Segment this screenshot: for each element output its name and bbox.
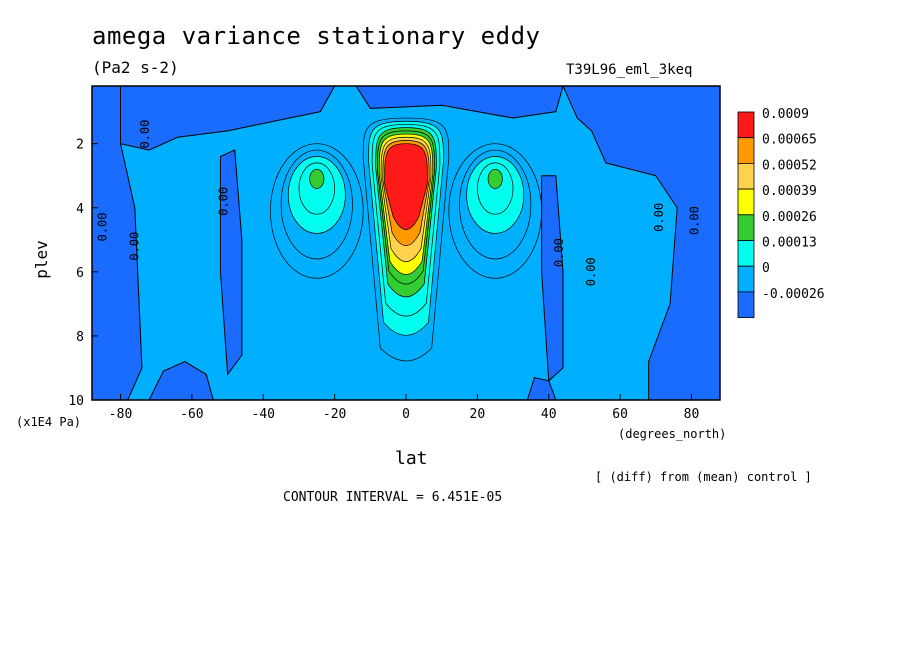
plume-contour bbox=[384, 143, 428, 230]
negative-region bbox=[541, 175, 564, 382]
chart-units: (Pa2 s-2) bbox=[92, 58, 179, 77]
legend-swatch bbox=[737, 111, 755, 139]
x-tick-label: 20 bbox=[470, 407, 486, 422]
negative-region bbox=[120, 86, 336, 151]
x-axis-label: lat bbox=[395, 448, 428, 469]
x-axis-units: (degrees_north) bbox=[618, 427, 727, 441]
legend-swatch bbox=[737, 291, 755, 318]
legend-level-label: 0.00013 bbox=[762, 236, 817, 251]
x-tick-label: 40 bbox=[541, 407, 557, 422]
x-tick-label: -60 bbox=[180, 407, 203, 422]
x-tick-label: 60 bbox=[612, 407, 628, 422]
negative-region bbox=[562, 86, 720, 400]
legend-swatch bbox=[737, 137, 755, 164]
contour-label: 0.00 bbox=[95, 213, 109, 242]
legend-level-label: 0.00039 bbox=[762, 184, 817, 199]
negative-region bbox=[355, 86, 564, 119]
x-tick-label: 80 bbox=[684, 407, 700, 422]
x-tick-label: -20 bbox=[323, 407, 346, 422]
y-tick-label: 10 bbox=[68, 394, 84, 409]
legend-swatch bbox=[737, 240, 755, 267]
negative-region bbox=[219, 149, 243, 376]
negative-region bbox=[148, 360, 214, 400]
y-axis-units: (x1E4 Pa) bbox=[16, 415, 82, 429]
legend-level-label: 0.00026 bbox=[762, 210, 817, 225]
legend-level-label: 0 bbox=[762, 261, 770, 276]
cell-contour bbox=[487, 168, 503, 189]
contour-label: 0.00 bbox=[688, 206, 702, 235]
x-tick-label: -80 bbox=[109, 407, 132, 422]
legend-level-label: 0.00065 bbox=[762, 133, 817, 148]
diff-note: [ (diff) from (mean) control ] bbox=[595, 470, 812, 484]
contour-label: 0.00 bbox=[138, 120, 152, 149]
y-tick-label: 2 bbox=[76, 138, 84, 153]
cell-contour bbox=[270, 143, 364, 279]
cell-contour bbox=[309, 168, 325, 189]
contour-label: 0.00 bbox=[217, 187, 231, 216]
contour-interval: CONTOUR INTERVAL = 6.451E-05 bbox=[283, 490, 503, 505]
legend-swatch bbox=[737, 188, 755, 216]
contour-label: 0.00 bbox=[127, 232, 141, 261]
contour-label: 0.00 bbox=[652, 203, 666, 232]
y-tick-label: 6 bbox=[76, 266, 84, 281]
run-label: T39L96_eml_3keq bbox=[566, 62, 693, 78]
legend-level-label: 0.0009 bbox=[762, 107, 809, 122]
legend-swatch bbox=[737, 162, 755, 190]
y-tick-label: 4 bbox=[76, 202, 84, 217]
cell-contour bbox=[448, 143, 542, 279]
legend-swatch bbox=[737, 214, 755, 241]
chart-title: amega variance stationary eddy bbox=[92, 22, 541, 50]
x-tick-label: -40 bbox=[252, 407, 275, 422]
x-tick-label: 0 bbox=[402, 407, 410, 422]
legend-level-label: -0.00026 bbox=[762, 287, 825, 302]
contour-label: 0.00 bbox=[552, 238, 566, 267]
contour-label: 0.00 bbox=[584, 257, 598, 286]
legend-swatch bbox=[737, 265, 755, 293]
y-tick-label: 8 bbox=[76, 330, 84, 345]
legend-level-label: 0.00052 bbox=[762, 158, 817, 173]
